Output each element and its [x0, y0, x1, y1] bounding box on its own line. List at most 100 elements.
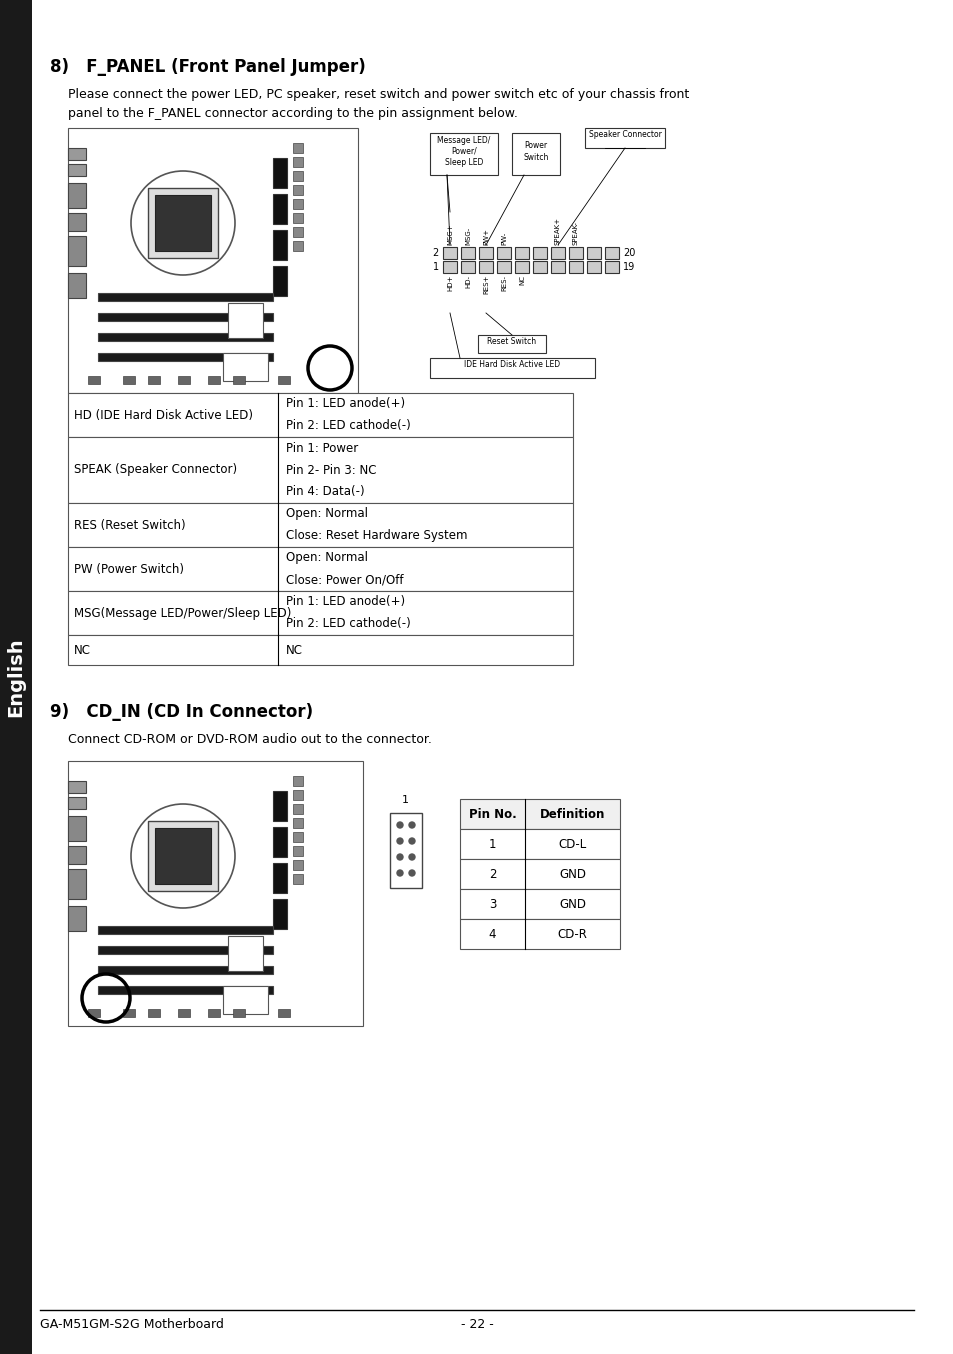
Bar — [223, 353, 268, 380]
Bar — [515, 246, 529, 259]
Text: 2: 2 — [433, 248, 438, 259]
Circle shape — [396, 838, 402, 844]
Bar — [277, 1009, 290, 1017]
Text: Speaker Connector: Speaker Connector — [588, 130, 660, 139]
Bar — [293, 241, 303, 250]
Text: GND: GND — [558, 898, 585, 910]
Text: NC: NC — [286, 643, 303, 657]
Text: Pin 1: Power: Pin 1: Power — [286, 441, 358, 455]
Bar — [154, 195, 211, 250]
Bar — [68, 869, 86, 899]
Text: Please connect the power LED, PC speaker, reset switch and power switch etc of y: Please connect the power LED, PC speaker… — [68, 88, 688, 102]
Text: SPEAK+: SPEAK+ — [555, 217, 560, 245]
Bar — [208, 376, 220, 385]
Bar — [68, 635, 573, 665]
Circle shape — [409, 838, 415, 844]
Bar — [459, 890, 619, 919]
Text: CD-R: CD-R — [557, 927, 587, 941]
Bar — [273, 194, 287, 223]
Bar — [88, 376, 100, 385]
Bar — [68, 798, 86, 808]
Bar — [68, 846, 86, 864]
Text: Pin 1: LED anode(+): Pin 1: LED anode(+) — [286, 596, 405, 608]
Bar — [233, 376, 245, 385]
Bar — [68, 183, 86, 209]
Text: RES (Reset Switch): RES (Reset Switch) — [74, 519, 186, 532]
Bar — [497, 246, 511, 259]
Text: Sleep LED: Sleep LED — [444, 158, 482, 167]
Bar — [208, 1009, 220, 1017]
Bar — [273, 791, 287, 821]
Text: MSG+: MSG+ — [447, 223, 453, 245]
Bar — [293, 873, 303, 884]
Text: - 22 -: - 22 - — [460, 1317, 493, 1331]
Bar — [293, 860, 303, 871]
Bar — [148, 1009, 160, 1017]
Bar — [293, 171, 303, 181]
Bar — [68, 590, 573, 635]
Bar — [584, 129, 664, 148]
Bar — [293, 789, 303, 800]
Bar — [68, 761, 363, 1026]
Bar — [551, 261, 564, 274]
Text: Pin 2: LED cathode(-): Pin 2: LED cathode(-) — [286, 617, 411, 631]
Circle shape — [409, 854, 415, 860]
Bar — [459, 919, 619, 949]
Text: SPEAK-: SPEAK- — [573, 221, 578, 245]
Bar — [515, 261, 529, 274]
Bar — [273, 230, 287, 260]
Text: 9)   CD_IN (CD In Connector): 9) CD_IN (CD In Connector) — [50, 703, 313, 720]
Text: Pin 2- Pin 3: NC: Pin 2- Pin 3: NC — [286, 463, 376, 477]
Bar — [68, 393, 573, 437]
Text: Pin 1: LED anode(+): Pin 1: LED anode(+) — [286, 398, 405, 410]
Text: 19: 19 — [622, 263, 635, 272]
Bar — [459, 829, 619, 858]
Text: RES-: RES- — [500, 275, 506, 291]
Bar — [460, 261, 475, 274]
Bar — [442, 246, 456, 259]
Bar — [430, 357, 595, 378]
Bar — [459, 858, 619, 890]
Bar — [604, 261, 618, 274]
Bar — [460, 246, 475, 259]
Bar — [68, 816, 86, 841]
Bar — [223, 986, 268, 1014]
Text: HD (IDE Hard Disk Active LED): HD (IDE Hard Disk Active LED) — [74, 409, 253, 421]
Bar — [228, 303, 263, 338]
Bar — [273, 158, 287, 188]
Bar — [477, 334, 545, 353]
Bar — [68, 781, 86, 793]
Bar — [88, 1009, 100, 1017]
Text: 3: 3 — [488, 898, 496, 910]
Text: Pin 4: Data(-): Pin 4: Data(-) — [286, 486, 364, 498]
Bar — [459, 799, 619, 829]
Bar — [123, 1009, 135, 1017]
Text: NC: NC — [74, 643, 91, 657]
Bar — [178, 1009, 190, 1017]
Text: 8)   F_PANEL (Front Panel Jumper): 8) F_PANEL (Front Panel Jumper) — [50, 58, 365, 76]
Text: RES+: RES+ — [482, 275, 489, 294]
Text: Switch: Switch — [523, 153, 548, 162]
Bar — [98, 292, 273, 301]
Text: Reset Switch: Reset Switch — [487, 337, 536, 347]
Bar — [273, 899, 287, 929]
Text: GA-M51GM-S2G Motherboard: GA-M51GM-S2G Motherboard — [40, 1317, 224, 1331]
Bar — [293, 213, 303, 223]
Bar — [148, 821, 218, 891]
Bar — [228, 936, 263, 971]
Bar — [568, 246, 582, 259]
Bar — [178, 376, 190, 385]
Text: SPEAK (Speaker Connector): SPEAK (Speaker Connector) — [74, 463, 237, 477]
Bar — [293, 199, 303, 209]
Bar — [293, 776, 303, 787]
Bar — [533, 246, 546, 259]
Text: Power: Power — [524, 141, 547, 150]
Text: Connect CD-ROM or DVD-ROM audio out to the connector.: Connect CD-ROM or DVD-ROM audio out to t… — [68, 733, 432, 746]
Bar — [273, 862, 287, 894]
Bar — [98, 313, 273, 321]
Bar — [604, 246, 618, 259]
Text: Pin No.: Pin No. — [468, 807, 516, 821]
Bar — [154, 829, 211, 884]
Bar — [497, 261, 511, 274]
Bar — [478, 261, 493, 274]
